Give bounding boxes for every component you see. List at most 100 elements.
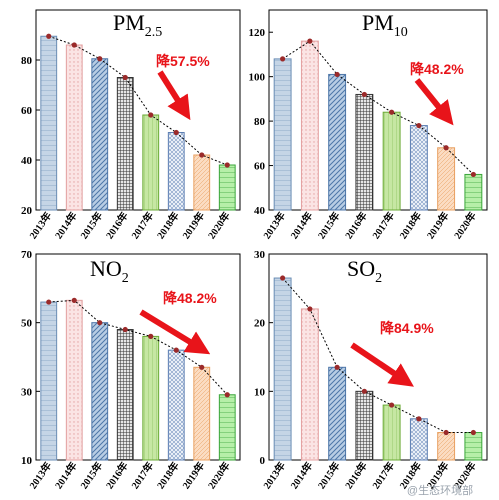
x-tick-label: 2020年 — [205, 209, 233, 241]
data-point — [122, 74, 128, 81]
data-point — [307, 306, 313, 312]
title-subscript: 2 — [122, 271, 129, 286]
bar-2019年 — [193, 366, 211, 461]
x-tick-label: 2017年 — [128, 209, 156, 241]
data-point — [280, 275, 286, 281]
bar-2017年 — [382, 111, 401, 211]
y-tick-label: 60 — [254, 161, 266, 173]
x-tick-label: 2018年 — [154, 209, 182, 241]
bar-2019年 — [437, 147, 456, 211]
data-point — [148, 333, 154, 339]
data-point — [173, 129, 179, 136]
watermark-text: @生态环境部 — [407, 483, 473, 497]
decrease-arrow — [414, 78, 454, 126]
bar-2020年 — [218, 164, 236, 211]
x-tick-label: 2017年 — [369, 209, 397, 241]
y-tick-label: 0 — [260, 455, 266, 467]
bar-2018年 — [409, 418, 428, 461]
chart-title: SO2 — [347, 256, 382, 286]
bar-2015年 — [91, 322, 109, 461]
y-tick-label: 30 — [254, 249, 266, 261]
bar-2020年 — [464, 173, 483, 211]
bar-2014年 — [65, 299, 83, 461]
bar-2016年 — [355, 93, 374, 211]
chart-title: NO2 — [90, 256, 129, 286]
data-point — [46, 33, 52, 39]
data-point — [122, 326, 128, 333]
bar-2015年 — [328, 73, 347, 211]
plot-frame — [268, 9, 488, 211]
decrease-arrow — [350, 342, 414, 387]
x-tick-label: 2015年 — [315, 209, 343, 241]
y-tick-label: 70 — [21, 249, 33, 261]
title-main: NO — [90, 256, 122, 281]
y-tick-label: 20 — [254, 318, 266, 330]
data-point — [334, 364, 340, 370]
bar-2013年 — [273, 58, 292, 211]
title-subscript: 2.5 — [145, 25, 163, 40]
x-tick-label: 2016年 — [103, 459, 131, 491]
reduction-label: 降48.2% — [163, 290, 217, 306]
chart-title: PM2.5 — [113, 10, 162, 40]
y-tick-label: 30 — [21, 386, 33, 398]
x-tick-label: 2015年 — [77, 459, 105, 491]
reduction-label: 降84.9% — [380, 320, 434, 336]
trend-line — [48, 35, 228, 166]
plot-frame — [268, 253, 488, 461]
x-tick-label: 2015年 — [77, 209, 105, 241]
x-tick-label: 2018年 — [396, 209, 424, 241]
decrease-arrow — [157, 70, 191, 121]
bar-2016年 — [116, 329, 134, 461]
bar-2014年 — [300, 40, 319, 211]
bar-2017年 — [142, 335, 160, 461]
x-tick-label: 2017年 — [369, 459, 397, 491]
data-point — [71, 42, 77, 48]
plot-frame — [35, 253, 241, 461]
x-tick-label: 2017年 — [128, 459, 156, 491]
data-point — [46, 299, 52, 305]
y-tick-label: 80 — [21, 55, 33, 67]
data-point — [280, 56, 286, 62]
y-tick-label: 40 — [21, 155, 33, 167]
reduction-label: 降48.2% — [410, 61, 464, 77]
title-main: SO — [347, 256, 375, 281]
x-tick-label: 2020年 — [205, 459, 233, 491]
bar-2018年 — [409, 125, 428, 211]
x-tick-label: 2016年 — [103, 209, 131, 241]
x-tick-label: 2016年 — [342, 459, 370, 491]
y-tick-label: 10 — [21, 455, 33, 467]
x-tick-label: 2014年 — [287, 209, 315, 241]
bar-2017年 — [142, 114, 160, 211]
bar-2013年 — [40, 301, 58, 461]
y-tick-label: 50 — [21, 318, 33, 330]
bar-2013年 — [273, 277, 292, 461]
bar-2020年 — [464, 432, 483, 461]
data-point — [416, 122, 422, 129]
title-subscript: 10 — [394, 25, 408, 40]
chart-title: PM10 — [362, 10, 408, 40]
title-subscript: 2 — [375, 271, 382, 286]
data-point — [361, 91, 367, 98]
data-point — [97, 320, 103, 326]
title-main: PM — [113, 10, 145, 35]
y-tick-label: 20 — [21, 205, 33, 217]
bar-2019年 — [193, 154, 211, 211]
bar-2016年 — [116, 77, 134, 211]
bar-2016年 — [355, 390, 374, 461]
bar-2013年 — [40, 35, 58, 211]
x-tick-label: 2014年 — [52, 209, 80, 241]
bar-2018年 — [167, 132, 185, 211]
bar-2015年 — [328, 366, 347, 461]
data-point — [443, 145, 449, 151]
data-point — [389, 109, 395, 115]
data-point — [361, 388, 367, 394]
bar-2019年 — [437, 432, 456, 461]
data-point — [199, 152, 205, 158]
x-tick-label: 2014年 — [287, 459, 315, 491]
trend-line — [282, 277, 474, 434]
